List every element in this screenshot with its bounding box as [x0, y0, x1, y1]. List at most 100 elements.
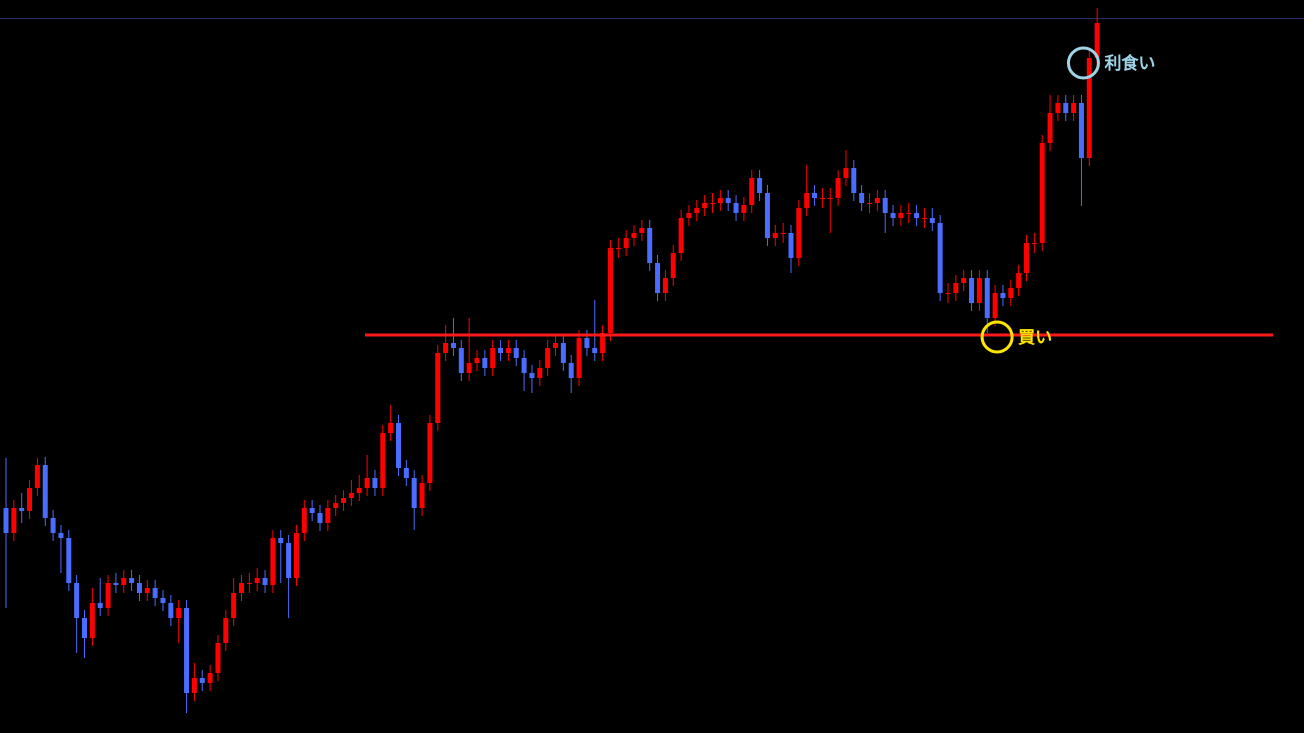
candle-body — [1016, 273, 1022, 288]
annotation-circle — [980, 320, 1014, 354]
candle-body — [231, 593, 237, 618]
candle-body — [615, 248, 621, 249]
candle-body — [647, 228, 653, 263]
candle-body — [74, 583, 80, 618]
candle-body — [50, 518, 56, 533]
candle-body — [874, 198, 880, 203]
candle-body — [176, 608, 182, 618]
candle-body — [670, 253, 676, 278]
candle-body — [1047, 113, 1053, 143]
candle-body — [921, 218, 927, 219]
candle-body — [764, 193, 770, 238]
candle-body — [812, 193, 818, 198]
candle-body — [458, 348, 464, 373]
candle-body — [890, 213, 896, 218]
candle-body — [906, 213, 912, 214]
candle-body — [278, 538, 284, 543]
candle-body — [82, 618, 87, 638]
candle-body — [325, 508, 331, 523]
candle-body — [262, 578, 268, 585]
candle-body — [521, 358, 527, 373]
candle-body — [411, 478, 417, 508]
candle-body — [191, 678, 197, 693]
candle-body — [584, 338, 590, 348]
candle-body — [662, 278, 668, 293]
candle-body — [450, 343, 456, 348]
candle-body — [976, 278, 982, 303]
candle-body — [898, 213, 904, 218]
candle-body — [639, 228, 645, 233]
candle-body — [356, 488, 362, 493]
candle-body — [914, 213, 920, 218]
candle-body — [945, 293, 951, 294]
candle-body — [843, 168, 849, 178]
candle-body — [136, 583, 142, 593]
candle-body — [42, 465, 48, 518]
candle-body — [388, 423, 394, 433]
candle-body — [474, 358, 480, 363]
candle-body — [1000, 293, 1006, 298]
candle-body — [498, 348, 504, 353]
candle-body — [301, 508, 307, 533]
candle-body — [97, 603, 103, 608]
candle-body — [686, 213, 692, 218]
candle-body — [600, 333, 606, 353]
annotation-label: 買い — [1018, 328, 1052, 348]
candle-body — [505, 348, 511, 353]
candle-body — [702, 203, 708, 208]
candle-body — [929, 218, 935, 223]
candle-body — [678, 218, 684, 253]
candle-body — [364, 478, 370, 488]
candle-body — [631, 233, 637, 238]
candle-body — [435, 353, 441, 423]
candle-body — [199, 678, 205, 683]
candle-body — [403, 468, 409, 478]
candle-body — [882, 198, 888, 213]
candle-body — [780, 233, 786, 234]
candle-body — [152, 588, 158, 598]
candle-body — [969, 278, 975, 303]
candle-body — [1031, 243, 1037, 244]
candle-body — [937, 223, 943, 293]
candle-body — [293, 533, 299, 578]
candle-body — [953, 283, 959, 293]
candle-body — [607, 248, 613, 333]
candle-body — [553, 343, 558, 348]
candle-body — [655, 263, 661, 293]
candle-body — [160, 598, 166, 603]
candle-body — [1008, 288, 1014, 298]
candle-body — [246, 583, 252, 584]
candle-body — [11, 508, 17, 533]
candle-body — [121, 578, 127, 585]
candle-body — [819, 198, 825, 199]
candle-body — [1078, 103, 1084, 158]
candle-body — [733, 203, 739, 213]
candle-body — [835, 178, 841, 198]
candle-body — [419, 483, 425, 508]
candle-body — [27, 488, 33, 511]
candle-body — [34, 465, 40, 488]
candle-body — [317, 513, 323, 523]
candle-body — [333, 503, 339, 508]
candle-body — [867, 203, 872, 204]
candle-body — [513, 348, 519, 358]
candle-body — [184, 608, 190, 693]
candle-body — [380, 433, 386, 488]
candle-body — [144, 588, 150, 593]
candle-body — [592, 348, 598, 353]
candle-body — [3, 508, 9, 533]
candle-body — [168, 603, 174, 618]
annotation-circle — [1066, 46, 1100, 80]
candle-body — [1055, 103, 1061, 113]
candle-body — [207, 673, 213, 683]
candle-body — [725, 198, 731, 203]
candle-body — [254, 578, 260, 583]
candle-body — [772, 233, 778, 238]
candle-body — [105, 583, 111, 608]
candle-body — [851, 168, 857, 193]
candle-body — [239, 583, 244, 593]
candle-body — [749, 178, 755, 205]
candle-body — [984, 278, 990, 318]
candle-body — [286, 543, 292, 578]
candle-body — [1094, 23, 1100, 58]
